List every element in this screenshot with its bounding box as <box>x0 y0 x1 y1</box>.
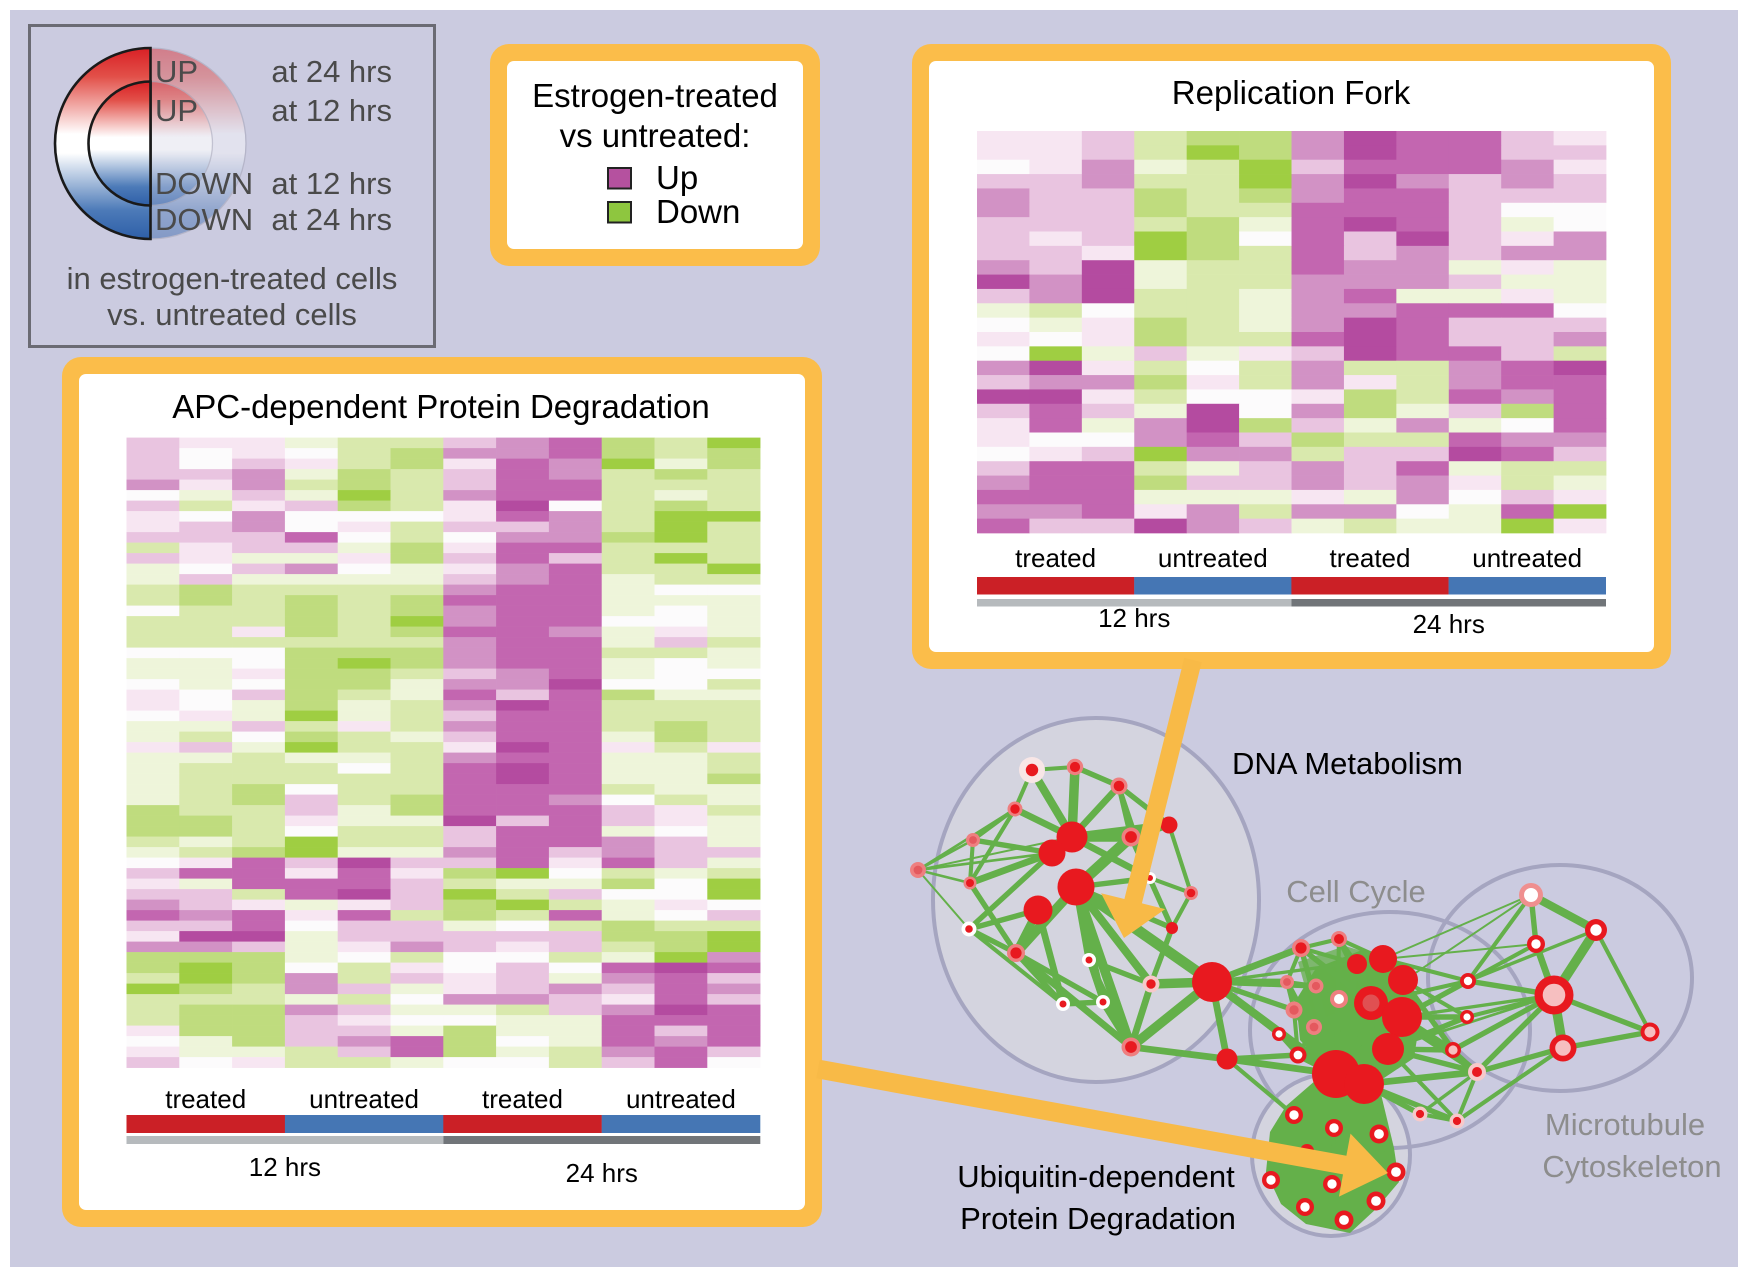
svg-text:at 12 hrs: at 12 hrs <box>271 166 392 201</box>
svg-text:UP: UP <box>155 54 198 89</box>
svg-text:vs untreated:: vs untreated: <box>560 117 751 154</box>
svg-text:treated: treated <box>1015 543 1096 573</box>
svg-text:DOWN: DOWN <box>155 202 253 237</box>
svg-text:treated: treated <box>165 1084 246 1114</box>
svg-text:12 hrs: 12 hrs <box>1098 603 1170 633</box>
svg-text:UP: UP <box>155 93 198 128</box>
svg-text:24 hrs: 24 hrs <box>566 1158 638 1188</box>
svg-text:vs. untreated cells: vs. untreated cells <box>107 297 357 332</box>
svg-text:Microtubule: Microtubule <box>1545 1107 1705 1142</box>
svg-text:treated: treated <box>482 1084 563 1114</box>
svg-text:Up: Up <box>656 159 698 196</box>
svg-text:Estrogen-treated: Estrogen-treated <box>532 77 778 114</box>
svg-text:in estrogen-treated cells: in estrogen-treated cells <box>67 261 398 296</box>
svg-text:treated: treated <box>1330 543 1411 573</box>
svg-text:at 24 hrs: at 24 hrs <box>271 202 392 237</box>
svg-text:DOWN: DOWN <box>155 166 253 201</box>
svg-text:at 12 hrs: at 12 hrs <box>271 93 392 128</box>
svg-text:untreated: untreated <box>309 1084 419 1114</box>
svg-text:12 hrs: 12 hrs <box>249 1152 321 1182</box>
svg-text:Replication Fork: Replication Fork <box>1172 74 1411 111</box>
svg-text:untreated: untreated <box>1472 543 1582 573</box>
svg-text:Cell Cycle: Cell Cycle <box>1286 874 1426 909</box>
svg-text:Protein Degradation: Protein Degradation <box>960 1201 1236 1236</box>
svg-text:Cytoskeleton: Cytoskeleton <box>1542 1149 1721 1184</box>
svg-text:at 24 hrs: at 24 hrs <box>271 54 392 89</box>
svg-text:Ubiquitin-dependent: Ubiquitin-dependent <box>957 1159 1235 1194</box>
svg-text:APC-dependent Protein Degradat: APC-dependent Protein Degradation <box>172 388 710 425</box>
svg-text:untreated: untreated <box>626 1084 736 1114</box>
svg-text:Down: Down <box>656 193 740 230</box>
svg-text:24 hrs: 24 hrs <box>1413 609 1485 639</box>
svg-text:DNA Metabolism: DNA Metabolism <box>1232 746 1463 781</box>
svg-text:untreated: untreated <box>1158 543 1268 573</box>
